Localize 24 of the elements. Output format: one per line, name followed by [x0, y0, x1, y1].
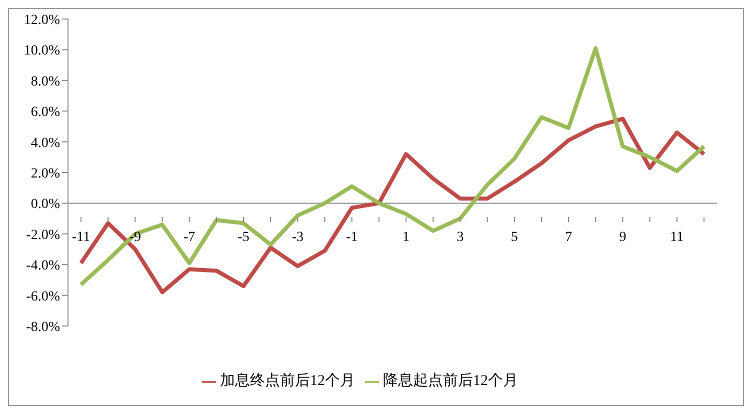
y-tick-label: -8.0% — [26, 320, 60, 335]
y-tick-label: 2.0% — [30, 166, 60, 182]
y-tick-label: 12.0% — [24, 12, 60, 28]
y-tick-label: 0.0% — [30, 197, 60, 212]
y-tick-label: 4.0% — [30, 136, 60, 151]
y-tick-label: 10.0% — [24, 44, 60, 59]
y-tick-label: -6.0% — [26, 289, 60, 304]
legend-label: 加息终点前后12个月 — [220, 373, 355, 389]
x-tick-label: 7 — [565, 230, 572, 245]
x-tick-label: -11 — [72, 230, 90, 245]
y-tick-label: 6.0% — [30, 105, 60, 120]
x-tick-label: -5 — [238, 230, 250, 245]
x-tick-label: 1 — [402, 230, 410, 245]
legend-label: 降息起点前后12个月 — [383, 373, 518, 389]
y-tick-label: -2.0% — [26, 228, 60, 243]
x-tick-label: 3 — [456, 230, 464, 245]
y-tick-label: -4.0% — [26, 258, 60, 274]
x-tick-label: -3 — [292, 230, 304, 245]
y-tick-label: 8.0% — [30, 74, 60, 90]
x-tick-label: -1 — [346, 230, 358, 245]
x-tick-label: 9 — [619, 230, 626, 245]
x-tick-label: 11 — [670, 230, 684, 245]
x-tick-label: -7 — [184, 230, 196, 245]
x-tick-label: 5 — [510, 230, 518, 245]
